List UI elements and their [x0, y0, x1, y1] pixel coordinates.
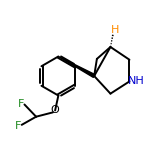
Text: F: F — [18, 99, 24, 109]
Polygon shape — [58, 56, 95, 77]
Text: NH: NH — [128, 76, 145, 86]
Text: F: F — [15, 121, 22, 131]
Text: O: O — [51, 105, 59, 116]
Text: H: H — [111, 25, 119, 35]
